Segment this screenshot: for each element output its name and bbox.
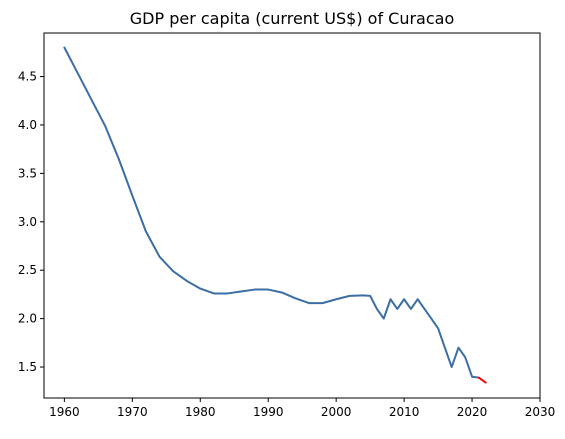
series-line-projection <box>477 376 487 384</box>
y-tick-label: 4.5 <box>18 70 37 84</box>
y-tick-label: 3.5 <box>18 166 37 180</box>
x-tick-label: 2010 <box>389 405 420 419</box>
y-tick-label: 2.0 <box>18 312 37 326</box>
series-line-historical <box>63 46 480 379</box>
x-tick-label: 2020 <box>457 405 488 419</box>
x-tick-label: 2030 <box>525 405 556 419</box>
y-tick-label: 2.5 <box>18 263 37 277</box>
x-tick-label: 2000 <box>321 405 352 419</box>
chart-title: GDP per capita (current US$) of Curacao <box>130 9 455 28</box>
y-tick-label: 1.5 <box>18 360 37 374</box>
plot-frame <box>43 32 541 399</box>
y-tick-label: 4.0 <box>18 118 37 132</box>
axis-ticks: 1960 1970 1980 1990 2000 2010 2020 2030 1.5 2.0 2.… <box>18 70 555 419</box>
series-layer <box>63 46 487 384</box>
x-tick-label: 1980 <box>185 405 216 419</box>
x-tick-label: 1960 <box>49 405 80 419</box>
y-tick-label: 3.0 <box>18 215 37 229</box>
x-tick-label: 1990 <box>253 405 284 419</box>
x-tick-label: 1970 <box>117 405 148 419</box>
